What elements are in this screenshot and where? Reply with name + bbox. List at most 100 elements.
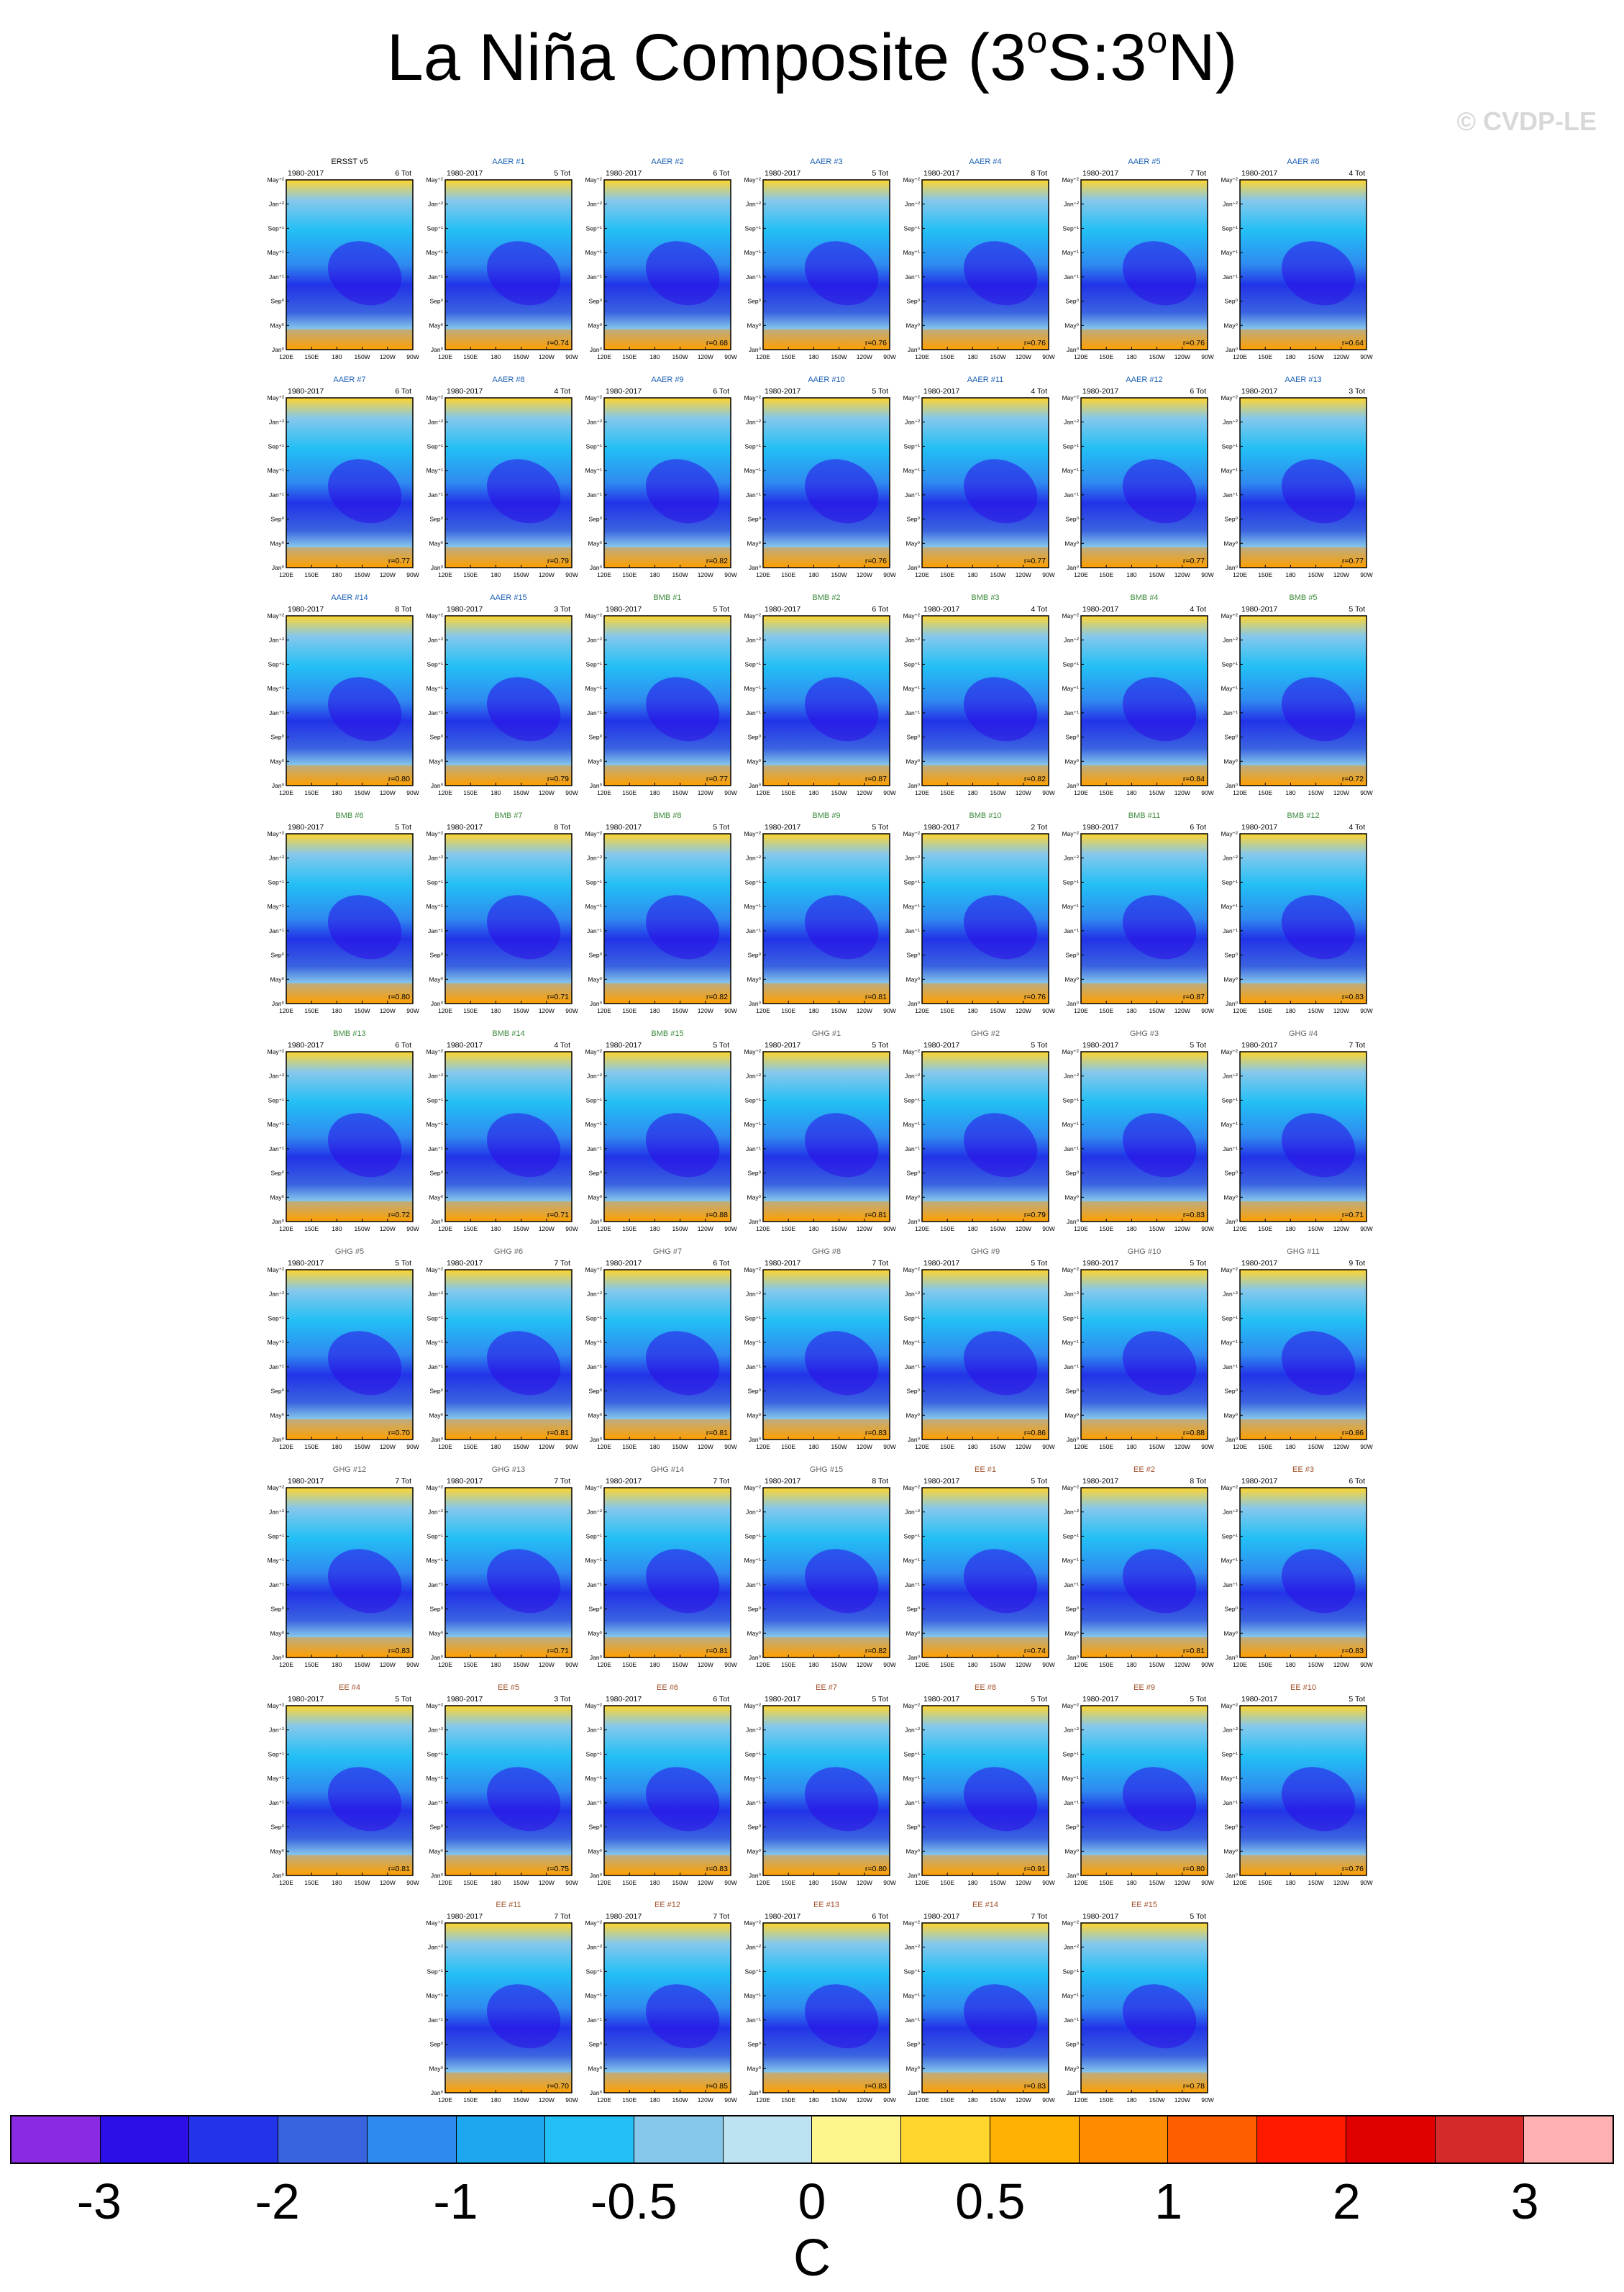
y-tick-label: Jan⁺¹ — [746, 927, 761, 934]
y-tick-label: May⁺² — [585, 830, 603, 837]
y-tick-label: May⁺¹ — [585, 1992, 603, 1999]
x-tick-label: 180 — [1126, 1661, 1136, 1668]
panel-count: 5 Tot — [1031, 1695, 1047, 1704]
y-tick-label: Sep⁰ — [1224, 1170, 1238, 1177]
y-tick-label: May⁺² — [1221, 1266, 1238, 1273]
panel-count: 6 Tot — [395, 387, 411, 396]
x-tick-label: 120E — [915, 1007, 929, 1014]
anomaly-core — [805, 1113, 879, 1178]
panel-period: 1980-2017 — [447, 1695, 483, 1704]
y-tick-label: Jan⁺² — [905, 1073, 920, 1080]
panel-count: 7 Tot — [713, 1477, 729, 1486]
y-tick-label: May⁰ — [270, 322, 285, 329]
warm-band — [763, 1637, 890, 1657]
warm-band — [763, 983, 890, 1004]
panel-frame — [286, 1487, 414, 1658]
panel-period: 1980-2017 — [288, 1477, 324, 1486]
y-tick-label: May⁰ — [429, 1847, 444, 1855]
colorbar-swatch — [1257, 2116, 1346, 2163]
x-tick-label: 120E — [756, 571, 770, 578]
x-tick-label: 120E — [756, 353, 770, 360]
y-tick-label: Jan⁰ — [431, 2089, 444, 2096]
panel-count: 3 Tot — [554, 1695, 570, 1704]
y-tick-label: Sep⁰ — [588, 298, 602, 305]
panel-count: 8 Tot — [872, 1477, 888, 1486]
panel-count: 7 Tot — [872, 1259, 888, 1268]
panel: EE #1 1980-2017 5 Tot r=0.74 May⁺² Jan⁺² Sep⁺¹… — [903, 1465, 1055, 1668]
warm-band — [604, 2072, 731, 2093]
panel-correlation: r=0.82 — [865, 1647, 887, 1655]
panel-frame — [1080, 1269, 1208, 1440]
x-tick-label: 180 — [1126, 1007, 1136, 1014]
y-tick-label: Jan⁺² — [428, 1509, 443, 1516]
panel-period: 1980-2017 — [288, 1695, 324, 1704]
x-tick-label: 150E — [304, 789, 319, 796]
x-tick-label: 120W — [539, 1007, 555, 1014]
anomaly-core — [487, 1767, 561, 1832]
panel: BMB #1 1980-2017 5 Tot r=0.77 May⁺² Jan⁺² Sep⁺… — [585, 594, 737, 796]
y-tick-label: Jan⁰ — [749, 1000, 762, 1007]
panel-count: 8 Tot — [1190, 1477, 1206, 1486]
x-tick-label: 180 — [332, 1443, 342, 1450]
anomaly-core — [805, 895, 879, 960]
y-tick-label: May⁰ — [747, 1629, 762, 1637]
y-tick-label: May⁰ — [1065, 540, 1080, 547]
y-tick-label: Jan⁺¹ — [587, 1363, 602, 1370]
warm-band — [922, 329, 1049, 350]
panel: AAER #14 1980-2017 8 Tot r=0.80 May⁺² Jan⁺² Se… — [268, 594, 419, 796]
y-tick-label: Jan⁰ — [908, 1000, 921, 1007]
panel-correlation: r=0.71 — [547, 1647, 569, 1655]
y-tick-label: Sep⁺¹ — [745, 1750, 762, 1757]
warm-band — [286, 329, 413, 350]
panel-frame — [762, 179, 890, 350]
x-tick-label: 180 — [1285, 1879, 1295, 1886]
y-tick-label: Jan⁺¹ — [587, 273, 602, 281]
y-tick-label: May⁺² — [1221, 1702, 1238, 1709]
colorbar-swatch — [278, 2116, 368, 2163]
panel-period: 1980-2017 — [1082, 1041, 1118, 1050]
y-tick-label: Jan⁰ — [749, 1654, 762, 1661]
panel-period: 1980-2017 — [288, 387, 324, 396]
x-tick-label: 90W — [1042, 571, 1054, 578]
panel-correlation: r=0.83 — [706, 1865, 728, 1873]
y-tick-label: Jan⁰ — [431, 1654, 444, 1661]
y-tick-label: Jan⁰ — [1226, 346, 1238, 353]
y-tick-label: May⁺² — [585, 612, 603, 619]
panel: EE #4 1980-2017 5 Tot r=0.81 May⁺² Jan⁺² Sep⁺¹… — [268, 1683, 419, 1886]
x-tick-label: 90W — [1201, 571, 1213, 578]
y-tick-label: Jan⁺¹ — [905, 927, 920, 934]
anomaly-core — [805, 1767, 879, 1832]
x-tick-label: 90W — [565, 1007, 578, 1014]
x-tick-label: 120E — [438, 1225, 452, 1232]
y-tick-label: May⁺² — [426, 394, 444, 401]
anomaly-core — [487, 895, 561, 960]
x-tick-label: 150E — [622, 2096, 637, 2104]
x-tick-label: 180 — [491, 2096, 501, 2104]
y-tick-label: Jan⁰ — [749, 1436, 762, 1443]
y-tick-label: Jan⁰ — [908, 2089, 921, 2096]
y-tick-label: May⁰ — [1065, 322, 1080, 329]
panel-title: EE #9 — [1133, 1683, 1155, 1692]
y-tick-label: Jan⁰ — [590, 1436, 603, 1443]
y-tick-label: May⁰ — [906, 758, 921, 765]
y-tick-label: Sep⁰ — [1224, 516, 1238, 523]
y-tick-label: Sep⁺¹ — [1222, 660, 1238, 668]
y-tick-label: Sep⁺¹ — [1063, 878, 1080, 886]
y-tick-label: May⁰ — [588, 540, 603, 547]
y-tick-label: Jan⁺¹ — [905, 1581, 920, 1588]
panel-count: 6 Tot — [872, 1912, 888, 1921]
y-tick-label: May⁺¹ — [1062, 1339, 1080, 1346]
y-tick-label: May⁰ — [747, 322, 762, 329]
panel-period: 1980-2017 — [923, 1477, 959, 1486]
y-tick-label: Sep⁺¹ — [268, 660, 285, 668]
panel-frame — [1080, 615, 1208, 786]
panel-period: 1980-2017 — [447, 1912, 483, 1921]
y-tick-label: May⁺¹ — [268, 249, 285, 256]
y-tick-label: Jan⁺¹ — [428, 927, 443, 934]
y-tick-label: Jan⁺¹ — [1064, 273, 1079, 281]
y-tick-label: May⁺² — [268, 1702, 285, 1709]
x-tick-label: 90W — [565, 353, 578, 360]
x-tick-label: 90W — [1042, 1661, 1054, 1668]
x-tick-label: 120E — [756, 2096, 770, 2104]
x-tick-label: 150W — [990, 1879, 1005, 1886]
